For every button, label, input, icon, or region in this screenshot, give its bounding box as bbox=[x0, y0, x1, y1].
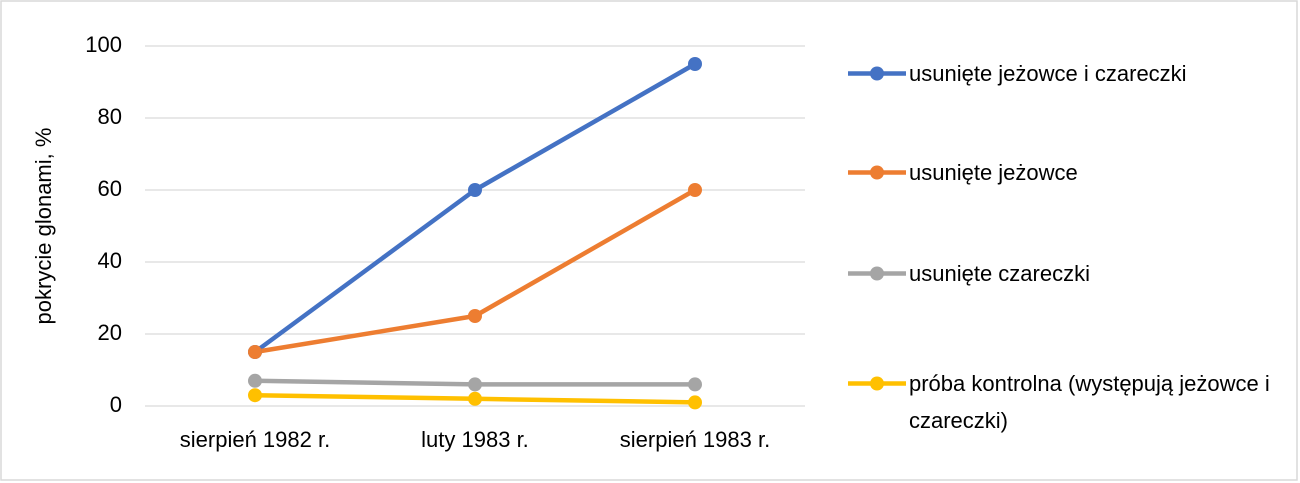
x-tick-label: sierpień 1983 r. bbox=[620, 427, 770, 452]
y-tick-label: 40 bbox=[98, 248, 122, 273]
data-point bbox=[468, 391, 482, 406]
data-point bbox=[688, 395, 702, 410]
data-point bbox=[688, 183, 702, 197]
legend-item: próba kontrolna (występują jeżowce i cza… bbox=[845, 365, 1295, 439]
legend-item: usunięte jeżowce bbox=[845, 154, 1295, 191]
y-tick-label: 100 bbox=[85, 32, 122, 57]
data-point bbox=[468, 183, 482, 197]
legend-swatch bbox=[848, 66, 906, 81]
legend-item: usunięte czareczki bbox=[845, 255, 1295, 292]
legend-swatch bbox=[848, 266, 906, 281]
legend-label: usunięte jeżowce bbox=[909, 160, 1078, 185]
y-tick-label: 20 bbox=[98, 320, 122, 345]
x-tick-label: sierpień 1982 r. bbox=[180, 427, 330, 452]
x-tick-label: luty 1983 r. bbox=[421, 427, 529, 452]
data-point bbox=[248, 373, 262, 388]
y-axis-label: pokrycie glonami, % bbox=[31, 128, 56, 325]
legend-marker bbox=[870, 376, 884, 391]
data-point bbox=[688, 377, 702, 392]
legend-marker bbox=[870, 165, 884, 180]
data-point bbox=[248, 388, 262, 403]
legend-label: próba kontrolna (występują jeżowce i cza… bbox=[909, 371, 1270, 433]
legend-swatch bbox=[848, 376, 906, 391]
y-tick-label: 60 bbox=[98, 176, 122, 201]
data-point bbox=[688, 57, 702, 71]
data-point bbox=[248, 345, 262, 359]
data-point bbox=[468, 377, 482, 392]
data-point bbox=[468, 309, 482, 323]
legend-item: usunięte jeżowce i czareczki bbox=[845, 55, 1295, 92]
legend-marker bbox=[870, 266, 884, 281]
y-tick-label: 80 bbox=[98, 104, 122, 129]
y-tick-label: 0 bbox=[110, 392, 122, 417]
legend-label: usunięte czareczki bbox=[909, 261, 1090, 286]
legend-marker bbox=[870, 66, 884, 81]
legend-swatch bbox=[848, 165, 906, 180]
legend-label: usunięte jeżowce i czareczki bbox=[909, 61, 1187, 86]
